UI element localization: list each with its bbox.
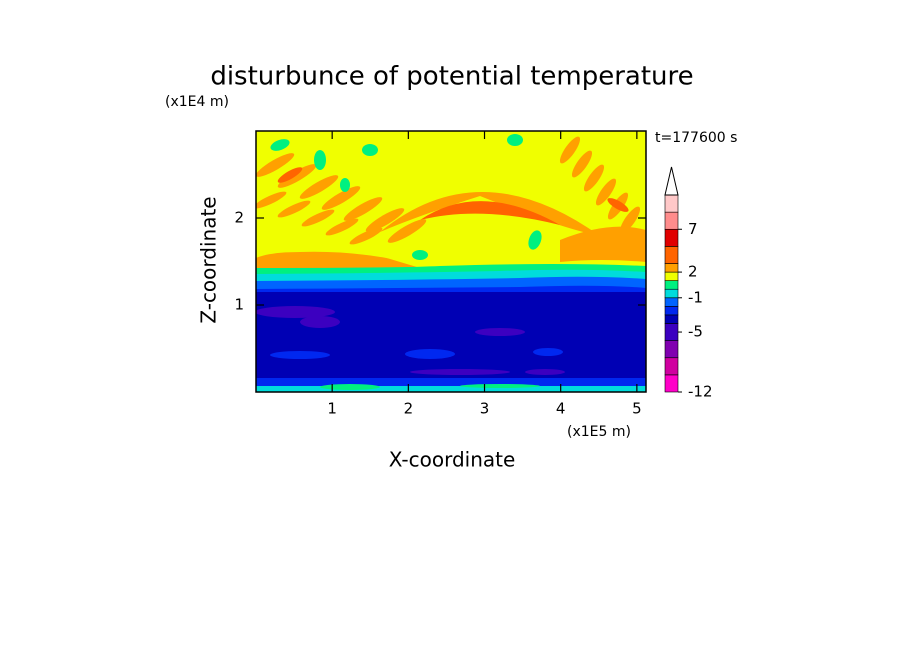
colorbar-tick-label: -1 — [688, 288, 703, 306]
contour-region — [325, 218, 359, 236]
colorbar-segment — [664, 271, 679, 281]
contour-region — [320, 384, 380, 390]
x-tick-label: 5 — [632, 400, 642, 418]
colorbar-extension — [664, 166, 679, 196]
contour-region — [412, 250, 428, 260]
x-tick-label: 1 — [327, 400, 337, 418]
chart-title: disturbunce of potential temperature — [210, 62, 693, 92]
y-tick-label: 2 — [234, 209, 244, 227]
y-axis-label: Z-coordinate — [197, 196, 221, 323]
x-tick-label: 3 — [480, 400, 490, 418]
contour-region — [460, 384, 540, 388]
contour-region — [619, 206, 641, 234]
contour-region — [583, 164, 605, 192]
colorbar-segment — [664, 374, 679, 393]
contour-region — [256, 292, 646, 378]
contour-region — [525, 369, 565, 375]
contour-region — [256, 378, 646, 386]
contour-region — [299, 175, 339, 199]
contour-region — [607, 198, 629, 212]
colorbar-segment — [664, 194, 679, 213]
contour-region — [270, 139, 290, 151]
contour-region — [405, 349, 455, 359]
colorbar-tick-label: -12 — [688, 383, 713, 401]
colorbar-tick-label: 7 — [688, 220, 698, 238]
contour-region — [571, 150, 593, 178]
annotation: t=177600 s — [655, 130, 737, 146]
contour-region — [595, 178, 617, 206]
contour-region — [349, 227, 383, 245]
x-unit-label: (x1E5 m) — [567, 424, 631, 440]
contour-region — [300, 316, 340, 328]
colorbar-segment — [664, 211, 679, 230]
contour-region — [560, 226, 646, 262]
contour-region — [321, 186, 361, 210]
colorbar-segment — [664, 288, 679, 299]
contour-region — [387, 219, 427, 243]
contour-field — [256, 131, 646, 392]
contour-region — [256, 306, 335, 318]
y-unit-label: (x1E4 m) — [165, 94, 229, 110]
colorbar-segment — [664, 357, 679, 376]
contour-region — [340, 178, 350, 192]
y-tick-label: 1 — [234, 296, 244, 314]
colorbar-segment — [664, 323, 679, 341]
x-tick-label: 2 — [404, 400, 414, 418]
contour-region — [410, 369, 510, 375]
colorbar-tick-label: 2 — [688, 263, 698, 281]
contour-region — [256, 191, 287, 209]
colorbar-segment — [664, 280, 679, 290]
contour-region — [270, 351, 330, 359]
colorbar-segment — [664, 340, 679, 359]
contour-region — [277, 200, 311, 218]
colorbar-segment — [664, 246, 679, 264]
contour-region — [256, 226, 420, 265]
colorbar-segment — [664, 228, 679, 247]
contour-region — [362, 144, 378, 156]
colorbar-tick-label: -5 — [688, 323, 703, 341]
colorbar-segment — [664, 306, 679, 316]
colorbar-segment — [664, 263, 679, 273]
contour-region — [507, 134, 523, 146]
contour-region — [277, 164, 317, 188]
colorbar-segment — [664, 314, 679, 324]
plot-frame — [255, 130, 647, 393]
contour-region — [559, 136, 581, 164]
contour-region — [420, 201, 560, 225]
contour-region — [256, 386, 646, 392]
contour-region — [528, 230, 542, 250]
colorbar-segment — [664, 297, 679, 307]
x-tick-label: 4 — [556, 400, 566, 418]
contour-region — [277, 167, 303, 183]
contour-region — [256, 153, 295, 177]
contour-region — [343, 197, 383, 221]
contour-region — [365, 208, 405, 232]
contour-region — [533, 348, 563, 356]
contour-region — [475, 328, 525, 336]
contour-region — [301, 209, 335, 227]
contour-region — [380, 191, 600, 236]
x-axis-label: X-coordinate — [389, 448, 516, 472]
contour-region — [314, 150, 326, 170]
